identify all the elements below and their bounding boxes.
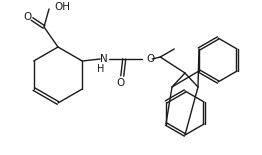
Text: N: N xyxy=(100,54,108,64)
Text: O: O xyxy=(116,78,124,88)
Text: O: O xyxy=(146,54,155,64)
Text: OH: OH xyxy=(54,2,70,12)
Text: O: O xyxy=(24,12,32,22)
Text: H: H xyxy=(97,64,104,74)
